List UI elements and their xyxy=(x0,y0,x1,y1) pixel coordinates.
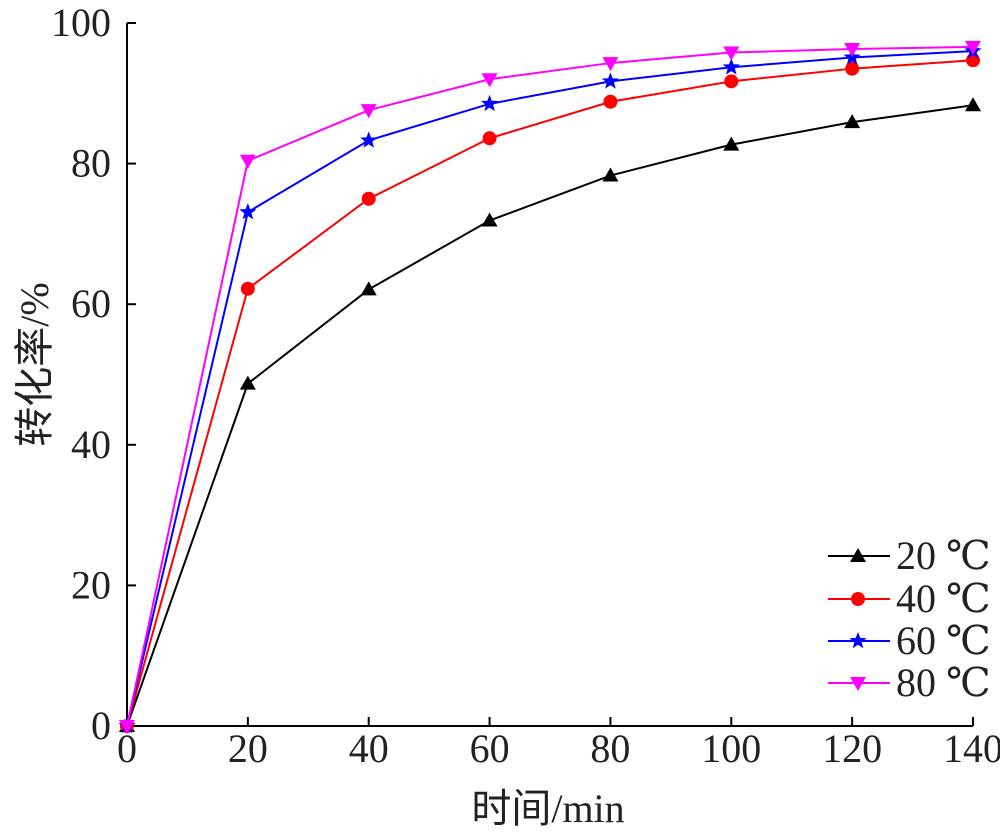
x-axis-title: 时间/min xyxy=(471,786,624,831)
data-point xyxy=(966,53,980,68)
data-point xyxy=(239,203,257,220)
data-point xyxy=(481,73,498,88)
data-point xyxy=(119,720,135,734)
data-point xyxy=(239,375,256,390)
series xyxy=(118,40,982,734)
series-line xyxy=(126,104,974,727)
data-point xyxy=(481,212,498,227)
legend-marker xyxy=(851,592,865,606)
x-tick-label: 60 xyxy=(470,726,510,771)
data-point xyxy=(722,58,740,75)
x-tick-label: 120 xyxy=(822,726,882,771)
legend-entry: 40 ℃ xyxy=(828,576,991,621)
axes xyxy=(126,23,973,727)
y-axis-title: 转化率/% xyxy=(12,282,57,446)
legend-marker xyxy=(849,632,867,649)
data-point xyxy=(361,191,376,206)
x-tick-label: 140 xyxy=(943,726,1000,771)
x-tick-label: 80 xyxy=(590,726,630,771)
legend-entry: 60 ℃ xyxy=(828,618,991,663)
y-tick-label: 0 xyxy=(91,703,111,748)
legend-label: 40 ℃ xyxy=(896,576,991,621)
data-point xyxy=(724,74,739,89)
legend-label: 20 ℃ xyxy=(896,533,991,578)
y-tick-label: 100 xyxy=(51,0,111,45)
series-line xyxy=(126,45,974,727)
legend-entry: 20 ℃ xyxy=(828,533,991,578)
data-point xyxy=(360,131,378,148)
data-point xyxy=(845,61,860,76)
legend-marker xyxy=(850,677,866,691)
x-tick-label: 40 xyxy=(349,726,389,771)
data-point xyxy=(723,136,740,151)
data-point xyxy=(602,167,619,182)
data-point xyxy=(240,281,255,296)
data-point xyxy=(603,94,618,109)
data-point xyxy=(601,72,619,89)
data-point xyxy=(360,281,377,296)
series-line xyxy=(126,50,974,727)
data-point xyxy=(965,97,981,112)
legend-label: 60 ℃ xyxy=(896,618,991,663)
legend-marker xyxy=(850,548,866,562)
ticks: 0 20 40 60 80 100 0 20 40 60 80 100 120 140 xyxy=(51,0,1000,771)
series-0 xyxy=(119,97,981,732)
data-point xyxy=(965,40,981,55)
x-tick-label: 0 xyxy=(117,726,137,771)
legend-label: 80 ℃ xyxy=(896,660,991,705)
series-3 xyxy=(119,40,981,734)
legend-entry: 80 ℃ xyxy=(828,660,991,705)
data-point xyxy=(481,94,499,112)
data-point xyxy=(602,57,619,72)
series-line xyxy=(126,59,974,727)
y-tick-label: 80 xyxy=(71,141,111,186)
legend: 20 ℃40 ℃60 ℃80 ℃ xyxy=(828,533,991,705)
x-tick-label: 100 xyxy=(701,726,761,771)
x-tick-label: 20 xyxy=(228,726,268,771)
data-point xyxy=(723,46,740,61)
data-point xyxy=(844,114,861,129)
y-tick-label: 20 xyxy=(71,562,111,607)
data-point xyxy=(844,43,861,58)
data-point xyxy=(360,104,377,119)
data-point xyxy=(239,154,256,169)
y-tick-label: 40 xyxy=(71,422,111,467)
y-tick-label: 60 xyxy=(71,281,111,326)
data-point xyxy=(482,131,497,146)
